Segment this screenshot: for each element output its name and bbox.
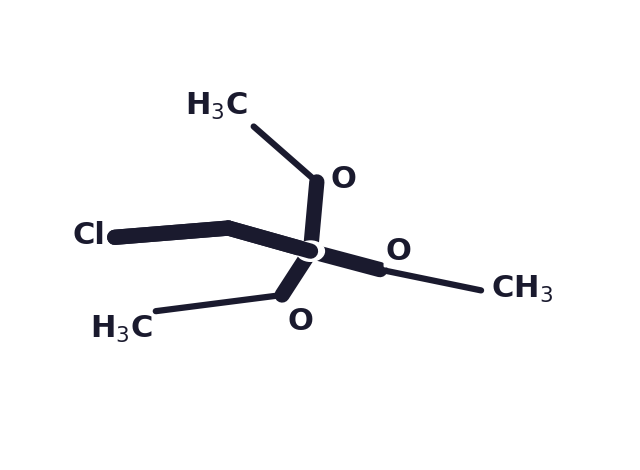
Text: H$_3$C: H$_3$C xyxy=(90,313,152,345)
Text: H$_3$C: H$_3$C xyxy=(185,91,247,122)
Circle shape xyxy=(296,241,324,261)
Text: CH$_3$: CH$_3$ xyxy=(490,274,553,305)
Text: O: O xyxy=(331,165,356,194)
Text: O: O xyxy=(287,306,313,336)
Text: O: O xyxy=(385,237,411,266)
Text: Cl: Cl xyxy=(72,220,105,250)
